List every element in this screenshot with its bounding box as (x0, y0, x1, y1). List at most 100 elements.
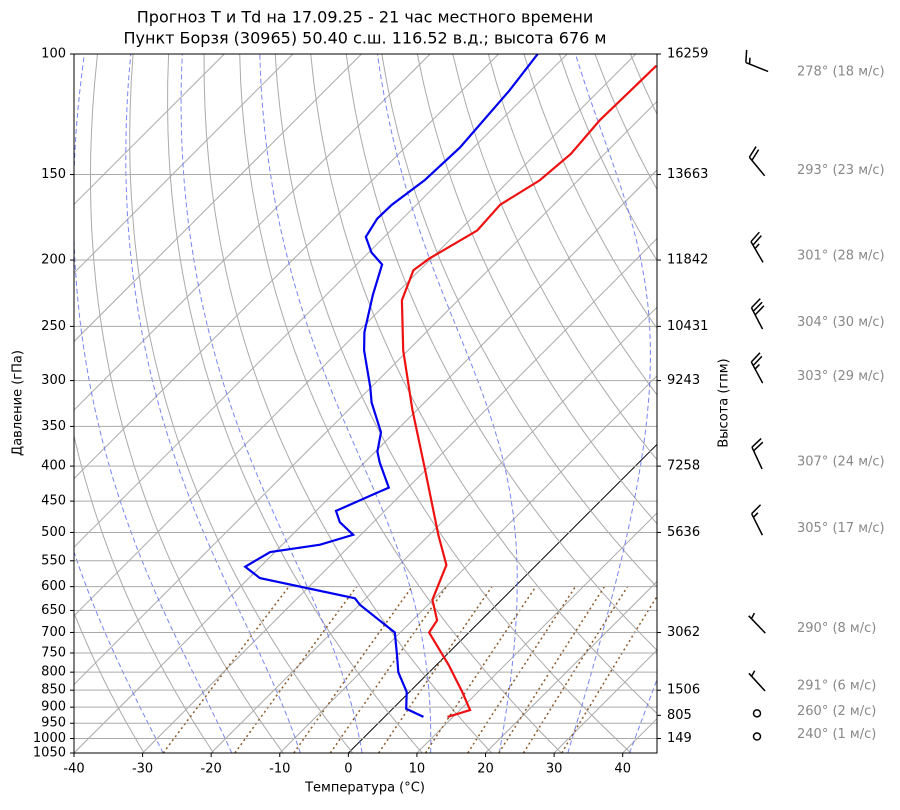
dry-adiabat (488, 54, 900, 753)
dry-adiabat (737, 54, 900, 753)
dry-adiabat (844, 54, 900, 753)
wind-label: 290° (8 м/с) (797, 621, 876, 636)
wind-barb-path (746, 50, 768, 72)
y2-tick-label: 11842 (667, 253, 708, 268)
x-tick-label: 40 (614, 762, 631, 777)
y-tick-label: 250 (41, 319, 66, 334)
dry-adiabat (630, 54, 900, 753)
x-tick-label: -40 (63, 762, 84, 777)
y2-axis-label: Высота (гпм) (717, 358, 732, 447)
profiles (245, 54, 656, 717)
y-tick-label: 100 (41, 47, 66, 62)
wind-barb (749, 613, 766, 633)
isotherm (417, 54, 900, 753)
y2-tick-label: 5636 (667, 525, 700, 540)
y-tick-label: 400 (41, 459, 66, 474)
y-tick-label: 550 (41, 553, 66, 568)
wind-label: 291° (6 м/с) (797, 679, 876, 694)
y-tick-label: 500 (41, 525, 66, 540)
profile-line (402, 66, 657, 717)
wind-label: 260° (2 м/с) (797, 704, 876, 719)
y2-tick-label: 3062 (667, 625, 700, 640)
y2-tick-label: 805 (667, 708, 692, 723)
y-tick-label: 900 (41, 700, 66, 715)
y-tick-label: 850 (41, 683, 66, 698)
isotherm (0, 54, 636, 753)
y-tick-label: 300 (41, 373, 66, 388)
dry-adiabat (7, 54, 144, 753)
mixing-ratio-line (330, 587, 446, 753)
mixing-ratio-line (235, 587, 357, 753)
x-tick-label: 30 (546, 762, 563, 777)
dry-adiabat (130, 54, 353, 753)
wind-barb (749, 147, 764, 176)
dry-adiabat (417, 54, 900, 753)
wind-barb (746, 50, 768, 72)
isotherm (211, 54, 900, 753)
y-tick-label: 800 (41, 665, 66, 680)
wind-barb (751, 232, 763, 262)
y-tick-label: 1000 (33, 731, 66, 746)
y-tick-label: 600 (41, 579, 66, 594)
wind-barb (752, 439, 763, 469)
wind-barb-path (752, 439, 763, 469)
x-tick-label: 0 (344, 762, 352, 777)
chart-subtitle: Пункт Борзя (30965) 50.40 с.ш. 116.52 в.… (124, 29, 607, 48)
dry-adiabat (453, 54, 900, 753)
y2-tick-label: 1506 (667, 683, 700, 698)
wind-label: 293° (23 м/с) (797, 163, 885, 178)
wind-calm (754, 710, 761, 717)
dry-adiabat (773, 54, 900, 753)
y2-tick-label: 9243 (667, 373, 700, 388)
x-tick-label: -20 (201, 762, 222, 777)
y2-tick-label: 149 (667, 731, 692, 746)
y-tick-label: 750 (41, 645, 66, 660)
y2-tick-label: 16259 (667, 47, 708, 62)
wind-barb-path (749, 613, 766, 633)
dry-adiabat (666, 54, 900, 753)
y-tick-label: 350 (41, 419, 66, 434)
x-tick-label: 10 (409, 762, 426, 777)
dry-adiabat (524, 54, 900, 753)
isotherm (348, 54, 900, 753)
x-tick-label: 20 (477, 762, 494, 777)
wind-label: 303° (29 м/с) (797, 369, 885, 384)
wind-barb (751, 353, 762, 383)
dry-adiabat (311, 54, 701, 753)
y-tick-label: 200 (41, 253, 66, 268)
wind-barb-path (751, 232, 763, 262)
isotherm (0, 54, 567, 753)
chart-title: Прогноз T и Td на 17.09.25 - 21 час мест… (137, 8, 593, 27)
dry-adiabat (346, 54, 770, 753)
y2-tick-label: 13663 (667, 167, 708, 182)
wind-label: 278° (18 м/с) (797, 65, 885, 80)
wind-label: 305° (17 м/с) (797, 521, 885, 536)
y-tick-label: 650 (41, 603, 66, 618)
moist-adiabat (568, 54, 651, 753)
wind-barb (752, 505, 763, 535)
wind-label: 301° (28 м/с) (797, 249, 885, 264)
isotherm (623, 54, 900, 753)
wind-barb-path (752, 505, 763, 535)
wind-label: 307° (24 м/с) (797, 455, 885, 470)
wind-barb-path (751, 353, 762, 383)
y-tick-label: 950 (41, 716, 66, 731)
y-tick-label: 1050 (33, 746, 66, 761)
wind-barb (749, 671, 765, 691)
y-tick-label: 450 (41, 494, 66, 509)
wind-barb (751, 299, 763, 329)
y-tick-label: 700 (41, 625, 66, 640)
background-lines (0, 54, 900, 753)
x-tick-label: -30 (132, 762, 153, 777)
x-axis-label: Температура (°C) (304, 781, 425, 796)
wind-label: 240° (1 м/с) (797, 727, 876, 742)
x-tick-label: -10 (269, 762, 290, 777)
mixing-ratio-line (499, 587, 605, 753)
wind-barb-path (749, 671, 765, 691)
wind-calm (754, 733, 761, 740)
isotherm (5, 54, 704, 753)
dry-adiabat (808, 54, 900, 753)
profile-line (245, 54, 538, 717)
dry-adiabat (240, 54, 562, 753)
y-axis-label: Давление (гПа) (11, 350, 26, 456)
